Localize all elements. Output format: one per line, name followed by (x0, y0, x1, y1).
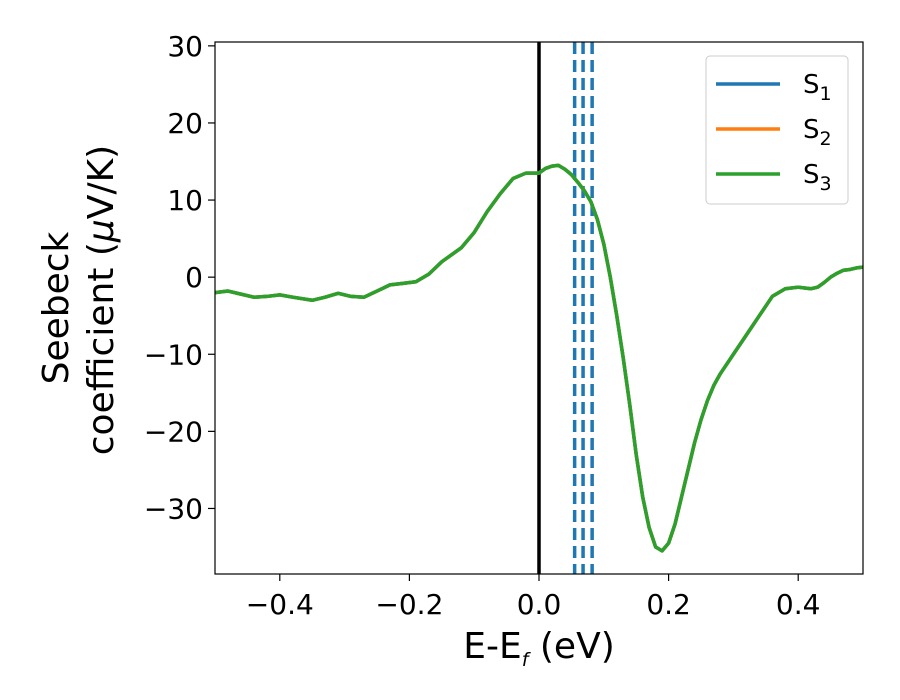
legend-label-sub: 1 (820, 83, 832, 105)
x-axis-title-main: E-E (463, 626, 521, 667)
legend-label-main: S (803, 70, 820, 100)
legend-label-sub: 3 (820, 173, 832, 195)
y-axis-title-unit: V/K) (81, 145, 122, 219)
y-axis: −30 −20 −10 0 10 20 30 (144, 30, 215, 525)
x-tick-label: −0.2 (375, 588, 443, 621)
legend-label: S3 (803, 160, 832, 195)
x-tick-label: 0.4 (776, 588, 821, 621)
x-axis: −0.4 −0.2 0.0 0.2 0.4 (246, 574, 821, 621)
x-axis-title: E-Ef (eV) (463, 626, 615, 671)
y-axis-title-line1: Seebeck (36, 231, 77, 384)
legend-label-sub: 2 (820, 128, 832, 150)
reference-lines (537, 42, 594, 574)
y-axis-title-mu: μ (81, 219, 122, 243)
y-tick-label: 0 (185, 261, 203, 294)
y-axis-title-text: coefficient ( (81, 242, 122, 455)
legend-label-main: S (803, 115, 820, 145)
y-tick-label: −20 (144, 415, 203, 448)
series-line-s3 (215, 163, 863, 553)
legend-label: S1 (803, 70, 832, 105)
y-tick-label: −30 (144, 492, 203, 525)
y-tick-label: 10 (167, 184, 203, 217)
x-tick-label: 0.0 (517, 588, 562, 621)
y-tick-label: 20 (167, 107, 203, 140)
y-tick-label: 30 (167, 30, 203, 63)
x-axis-title-sub: f (522, 649, 532, 671)
x-tick-label: 0.2 (646, 588, 691, 621)
x-axis-title-unit: (eV) (528, 626, 614, 667)
y-tick-label: −10 (144, 338, 203, 371)
x-tick-label: −0.4 (246, 588, 314, 621)
series-group (215, 163, 863, 553)
legend-label: S2 (803, 115, 832, 150)
legend-label-main: S (803, 160, 820, 190)
y-axis-title-line2: coefficient (μV/K) (81, 145, 122, 455)
